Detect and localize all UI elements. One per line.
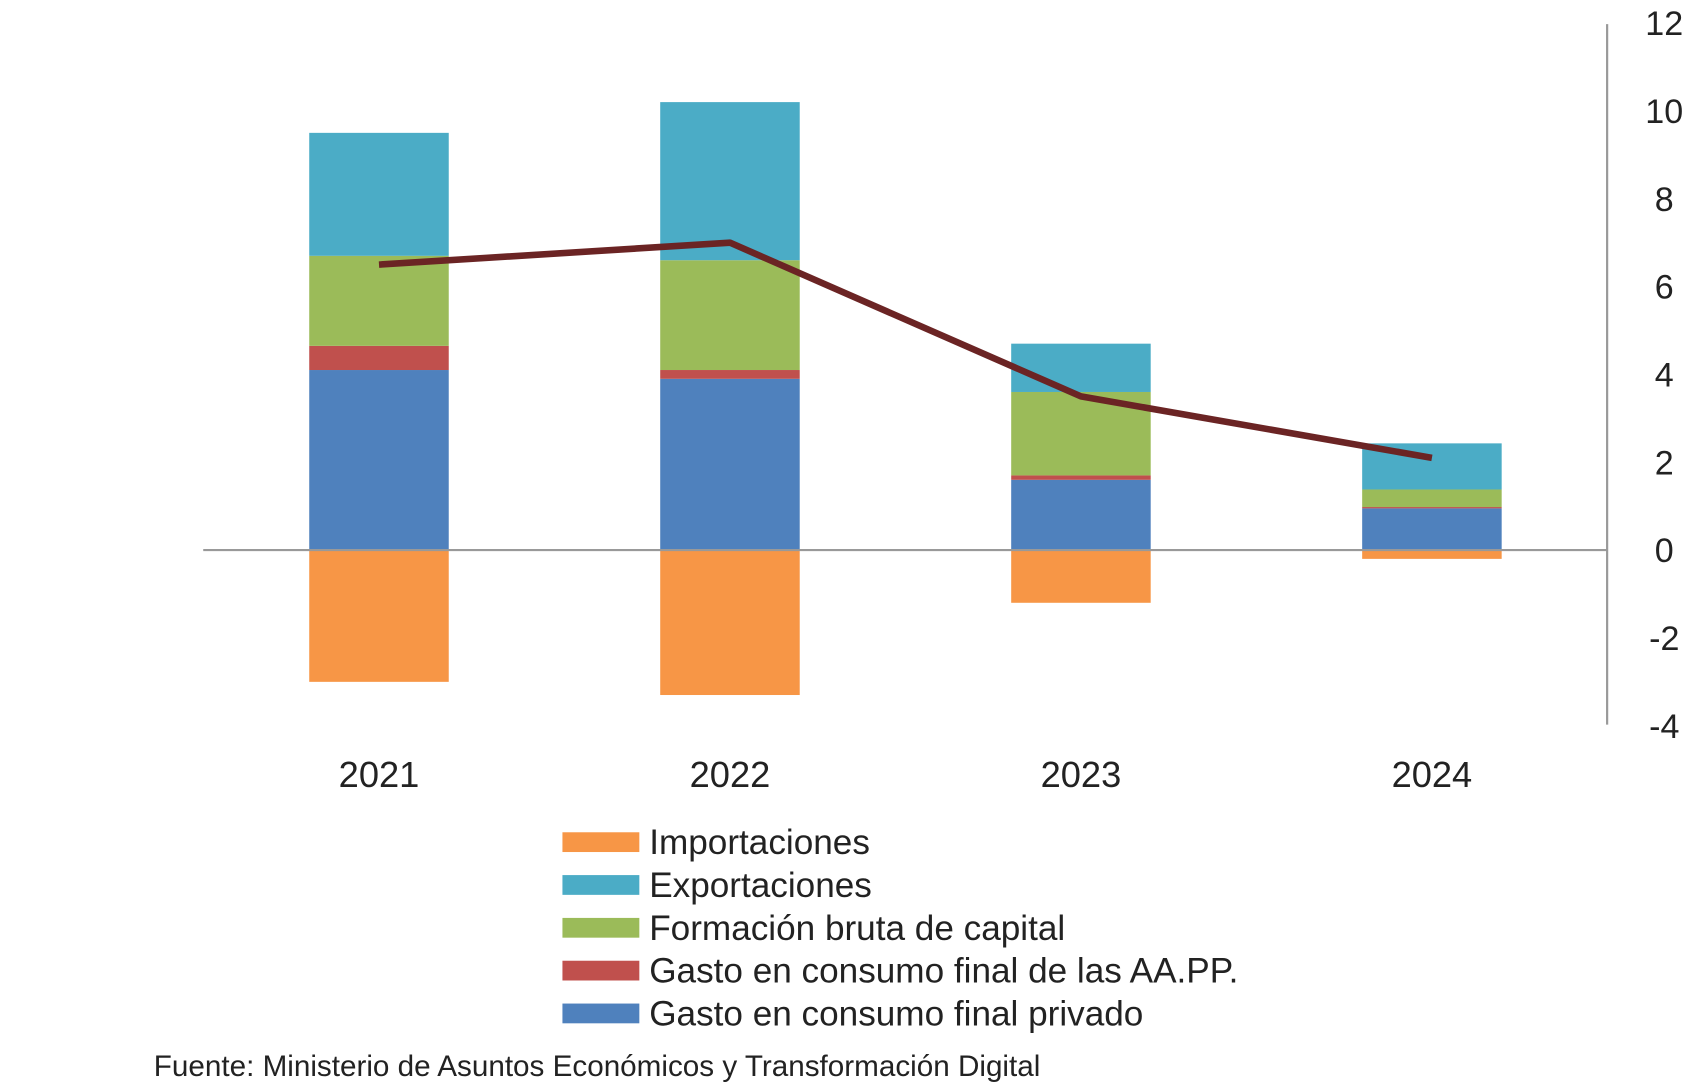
legend-label: Gasto en consumo final de las AA.PP. (649, 952, 1238, 991)
legend-swatch (562, 832, 640, 853)
bar-segment (1362, 507, 1502, 509)
bar-segment (1362, 550, 1502, 559)
bar-segment (1011, 343, 1151, 392)
bar-segment (1362, 508, 1502, 551)
bar-segment (309, 370, 449, 551)
legend-swatch (562, 917, 640, 938)
bar-segment (309, 550, 449, 682)
y-tick-labels: 12 10 8 6 4 2 0 -2 -4 (1645, 5, 1683, 746)
bar-segment (660, 378, 800, 551)
source-note: Fuente: Ministerio de Asuntos Económicos… (154, 1050, 1041, 1083)
x-tick-label: 2023 (1041, 754, 1122, 795)
legend-item: Exportaciones (562, 866, 872, 905)
x-tick-labels: 2021 2022 2023 2024 (339, 754, 1473, 795)
bar-segment (660, 370, 800, 379)
bar-segment (660, 102, 800, 261)
y-tick-label: -4 (1649, 708, 1679, 746)
total-line (378, 239, 1433, 462)
y-tick-label: 2 (1655, 444, 1674, 482)
x-tick-label: 2021 (339, 754, 420, 795)
bar-segment (660, 260, 800, 371)
legend-swatch (562, 1003, 640, 1024)
legend-swatch (562, 875, 640, 895)
y-tick-label: 4 (1655, 356, 1674, 394)
legend-item: Gasto en consumo final de las AA.PP. (562, 952, 1238, 991)
bar-segment (660, 550, 800, 696)
bar-segment (309, 132, 449, 256)
y-tick-label: 12 (1645, 5, 1683, 43)
y-tick-label: 8 (1655, 181, 1674, 219)
y-tick-label: 10 (1645, 93, 1683, 131)
bar-segment (1362, 489, 1502, 508)
legend-label: Exportaciones (649, 866, 872, 905)
x-tick-label: 2022 (690, 754, 771, 795)
legend-swatch (562, 960, 640, 981)
bar-segment (1011, 550, 1151, 603)
legend-label: Gasto en consumo final privado (649, 995, 1143, 1034)
legend-item: Formación bruta de capital (562, 909, 1065, 948)
legend: Importaciones Exportaciones Formación brut… (562, 823, 1238, 1034)
y-tick-label: -2 (1649, 620, 1679, 658)
bar-segment (1011, 475, 1151, 480)
bar-segment (309, 345, 449, 371)
bars (309, 102, 1502, 696)
legend-item: Importaciones (562, 823, 870, 862)
bar-segment (309, 255, 449, 346)
x-tick-label: 2024 (1392, 754, 1473, 795)
y-tick-label: 0 (1655, 532, 1674, 570)
legend-label: Formación bruta de capital (649, 909, 1065, 948)
legend-label: Importaciones (649, 823, 870, 862)
y-tick-label: 6 (1655, 269, 1674, 307)
legend-item: Gasto en consumo final privado (562, 995, 1143, 1034)
bar-segment (1011, 479, 1151, 551)
